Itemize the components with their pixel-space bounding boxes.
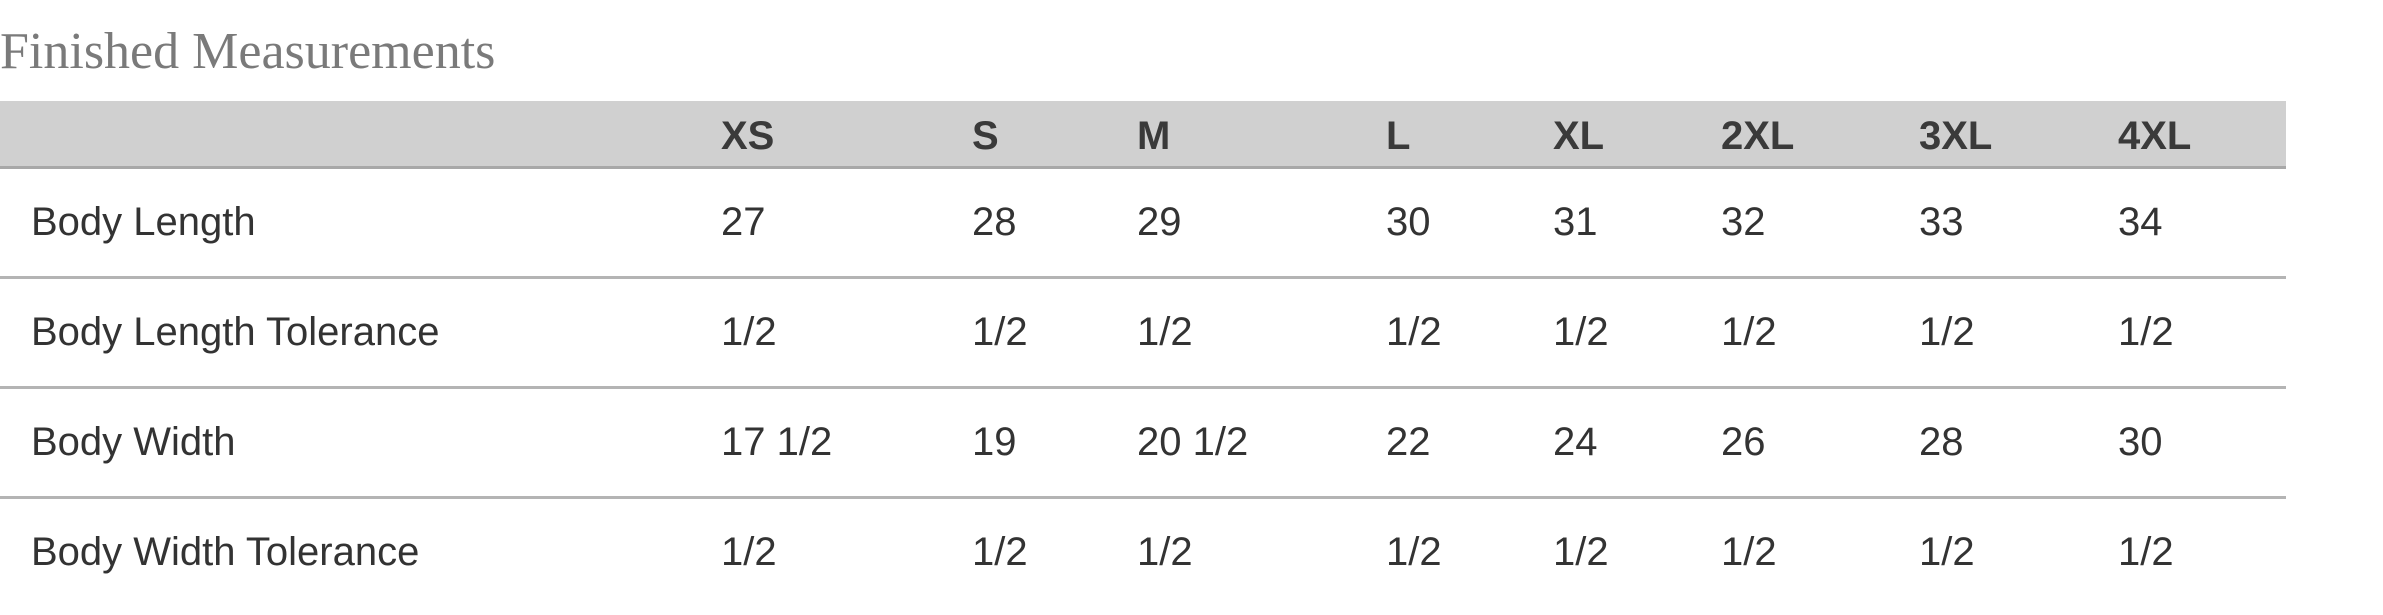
table-cell: 1/2 xyxy=(1137,530,1193,575)
row-label: Body Length Tolerance xyxy=(31,309,440,354)
table-cell: 1/2 xyxy=(2118,530,2174,575)
table-cell: 28 xyxy=(1919,419,1964,464)
row-label: Body Width Tolerance xyxy=(31,530,420,575)
header-cell-4xl: 4XL xyxy=(2118,113,2192,158)
table-cell: 34 xyxy=(2118,199,2163,244)
table-cell: 30 xyxy=(2118,419,2163,464)
header-row: XS S M L XL 2XL 3XL 4XL xyxy=(0,101,2286,167)
row-label: Body Width xyxy=(31,419,236,464)
table-cell: 1/2 xyxy=(1386,309,1442,354)
table-cell: 27 xyxy=(721,199,766,244)
table-cell: 1/2 xyxy=(1137,309,1193,354)
table-cell: 1/2 xyxy=(1721,530,1777,575)
header-cell-m: M xyxy=(1137,113,1171,158)
table-cell: 30 xyxy=(1386,199,1431,244)
measurements-table: XS S M L XL 2XL 3XL 4XL Body Length 27 28 2… xyxy=(0,101,2286,607)
header-cell-label xyxy=(0,101,690,167)
table-cell: 31 xyxy=(1553,199,1598,244)
table-cell: 29 xyxy=(1137,199,1182,244)
table-cell: 22 xyxy=(1386,419,1431,464)
table-row: Body Length 27 28 29 30 31 32 33 34 xyxy=(0,167,2286,277)
table-cell: 1/2 xyxy=(972,530,1028,575)
row-label: Body Length xyxy=(31,199,256,244)
table-cell: 1/2 xyxy=(721,530,777,575)
header-cell-l: L xyxy=(1386,113,1411,158)
table-row: Body Width 17 1/2 19 20 1/2 22 24 26 28 30 xyxy=(0,387,2286,497)
table-cell: 1/2 xyxy=(1386,530,1442,575)
table-cell: 1/2 xyxy=(721,309,777,354)
table-cell: 20 1/2 xyxy=(1137,419,1249,464)
table-cell: 32 xyxy=(1721,199,1766,244)
table-cell: 1/2 xyxy=(1553,530,1609,575)
header-cell-3xl: 3XL xyxy=(1919,113,1993,158)
table-cell: 17 1/2 xyxy=(721,419,833,464)
table-cell: 24 xyxy=(1553,419,1598,464)
table-cell: 33 xyxy=(1919,199,1964,244)
header-cell-xl: XL xyxy=(1553,113,1605,158)
table-cell: 1/2 xyxy=(1919,530,1975,575)
table-cell: 26 xyxy=(1721,419,1766,464)
table-cell: 1/2 xyxy=(972,309,1028,354)
table-cell: 28 xyxy=(972,199,1017,244)
table-cell: 1/2 xyxy=(1919,309,1975,354)
table-cell: 1/2 xyxy=(2118,309,2174,354)
page-title: Finished Measurements xyxy=(0,23,496,80)
header-cell-s: S xyxy=(972,113,999,158)
header-cell-xs: XS xyxy=(721,113,775,158)
table-cell: 1/2 xyxy=(1553,309,1609,354)
table-cell: 1/2 xyxy=(1721,309,1777,354)
table-row: Body Width Tolerance 1/2 1/2 1/2 1/2 1/2 1/2 1/… xyxy=(0,497,2286,607)
table-row: Body Length Tolerance 1/2 1/2 1/2 1/2 1/2 1/2 1… xyxy=(0,277,2286,387)
header-cell-2xl: 2XL xyxy=(1721,113,1795,158)
table-cell: 19 xyxy=(972,419,1017,464)
